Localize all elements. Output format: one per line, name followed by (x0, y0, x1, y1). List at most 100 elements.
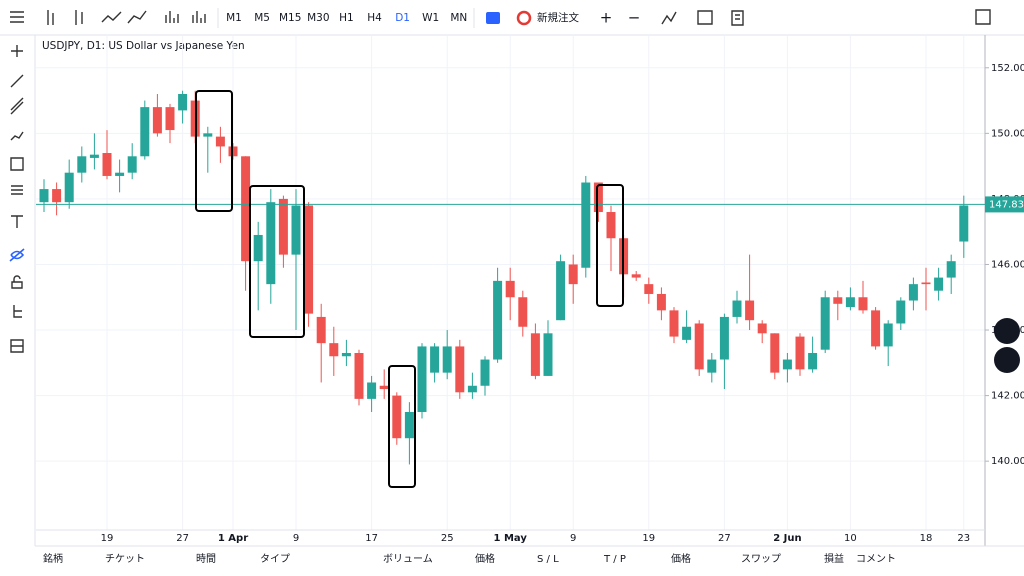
order-icon[interactable] (516, 10, 532, 26)
table-header: タイプ (260, 553, 290, 565)
left-toolbar (9, 35, 36, 546)
timeframe-button[interactable]: H1 (339, 12, 354, 24)
table-header: スワップ (741, 553, 781, 565)
candle-body (215, 136, 225, 147)
candle-body (833, 297, 843, 304)
table-header: チケット (105, 553, 145, 565)
table-header: コメント (856, 554, 896, 565)
x-tick-label: 10 (844, 533, 857, 544)
candle-body (253, 234, 263, 262)
candle-body (845, 297, 855, 308)
timeframe-button[interactable]: M30 (307, 12, 329, 24)
candle-body (782, 359, 792, 370)
candle-body (39, 189, 49, 203)
last-price-label: 147.832 (989, 199, 1024, 210)
candle-body (455, 346, 465, 393)
candle-body (417, 346, 427, 412)
candle-body (52, 189, 62, 203)
translate-button[interactable] (994, 347, 1020, 373)
candle-body (530, 333, 540, 376)
top-toolbar: M1 M5 M15 M30 H1 H4 D1 W1 MN 新規注文 + − (0, 8, 1024, 36)
candle-body (77, 156, 87, 173)
timeframe-button[interactable]: D1 (395, 12, 410, 24)
table-header: 時間 (196, 553, 216, 565)
candle-body (795, 336, 805, 370)
chart-type-icons[interactable] (47, 10, 206, 25)
candle-body (379, 385, 389, 390)
timeframe-button[interactable]: M5 (254, 12, 270, 24)
candle-body (669, 310, 679, 337)
candle-body (64, 172, 74, 203)
candle-body (543, 333, 553, 376)
y-tick-label: 142.000 (991, 391, 1024, 402)
highlight-box (195, 90, 233, 212)
candle-body (278, 198, 288, 255)
x-tick-label: 17 (365, 533, 378, 544)
table-header: S / L (537, 554, 559, 565)
x-tick-label: 1 Apr (218, 533, 248, 544)
candle-body (858, 297, 868, 311)
order-button[interactable]: 新規注文 (537, 11, 579, 24)
x-tick-label: 27 (718, 533, 731, 544)
candle-body (946, 261, 956, 278)
menu-icon[interactable] (10, 11, 24, 23)
candle-body (820, 297, 830, 350)
candle-body (367, 382, 377, 399)
y-tick-label: 146.000 (991, 259, 1024, 270)
candle-body (568, 264, 578, 285)
candle-body (808, 352, 818, 370)
candle-body (656, 293, 666, 311)
x-tick-label: 2 Jun (773, 533, 801, 544)
candle-body (341, 352, 351, 357)
timeframe-button[interactable]: M1 (226, 12, 242, 24)
table-header: 銘柄 (43, 552, 63, 565)
timeframe-button[interactable]: W1 (422, 12, 439, 24)
candle-body (871, 310, 881, 347)
candle-body (467, 385, 477, 393)
candle-body (241, 156, 251, 262)
chart-title: USDJPY, D1: US Dollar vs Japanese Yen (42, 40, 245, 52)
candle-body (152, 107, 162, 134)
candle-body (140, 107, 150, 157)
candle-body (304, 205, 314, 314)
candle-body (178, 94, 188, 111)
candle-body (392, 395, 402, 439)
candle-body (631, 274, 641, 278)
candle-body (556, 261, 566, 321)
x-tick-label: 19 (101, 533, 114, 544)
candle-body (896, 300, 906, 324)
ai-button[interactable] (994, 318, 1020, 344)
indicator-icon[interactable] (486, 12, 500, 24)
zoom-in[interactable]: + (600, 9, 613, 27)
candle-body (908, 284, 918, 301)
candle-body (102, 153, 112, 176)
positions-table: 銘柄 チケット 時間 タイプ ボリューム 価格 S / L T / P 価格 スワップ 損益 コメント (43, 552, 896, 565)
candle-body (266, 202, 276, 285)
candle-body (89, 154, 99, 158)
y-tick-label: 152.000 (991, 63, 1024, 74)
x-tick-label: 19 (642, 533, 655, 544)
visibility-icon[interactable] (9, 248, 25, 262)
y-tick-label: 140.000 (991, 456, 1024, 467)
table-header: T / P (603, 554, 626, 565)
candle-body (682, 326, 692, 340)
highlight-box (388, 365, 416, 488)
timeframe-button[interactable]: H4 (367, 12, 382, 24)
timeframe-button[interactable]: M15 (279, 12, 301, 24)
drawing-tool-icons[interactable] (10, 45, 24, 353)
tool-icons[interactable] (661, 9, 991, 26)
candle-body (745, 300, 755, 321)
zoom-out[interactable]: − (628, 9, 641, 27)
candle-body (593, 182, 603, 213)
highlight-boxes (195, 90, 624, 488)
highlight-box (596, 184, 624, 307)
candle-body (291, 205, 301, 255)
candle-body (606, 212, 616, 239)
candle-body (404, 411, 414, 439)
candle-body (757, 323, 767, 334)
timeframe-button[interactable]: MN (450, 12, 467, 24)
highlight-box (249, 185, 305, 338)
candle-body (115, 172, 125, 176)
candle-body (770, 333, 780, 373)
